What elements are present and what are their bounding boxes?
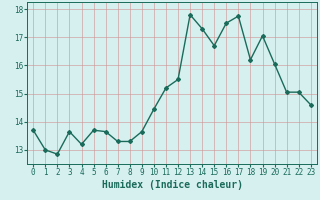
X-axis label: Humidex (Indice chaleur): Humidex (Indice chaleur) [101,180,243,190]
